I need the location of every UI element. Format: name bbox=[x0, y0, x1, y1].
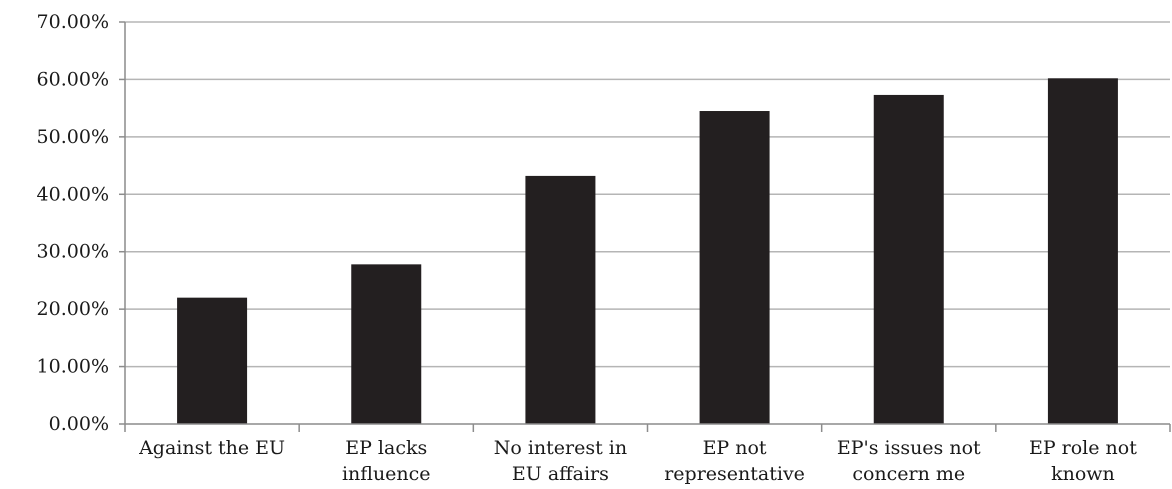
x-tick-label-line: EP not bbox=[703, 437, 767, 459]
y-tick-label: 60.00% bbox=[37, 68, 109, 90]
y-tick-label: 0.00% bbox=[49, 413, 109, 435]
y-tick-label: 50.00% bbox=[37, 126, 109, 148]
x-tick-label-line: concern me bbox=[852, 463, 965, 485]
x-tick-label: No interest in EU affairs bbox=[494, 437, 627, 485]
x-tick-label-line: EP role not bbox=[1029, 437, 1137, 459]
y-tick-label: 10.00% bbox=[37, 356, 109, 378]
bar bbox=[525, 175, 596, 424]
x-tick-label-line: EP lacks bbox=[345, 437, 427, 459]
x-tick-label-line: Against the EU bbox=[138, 437, 285, 459]
y-tick-label: 30.00% bbox=[37, 241, 109, 263]
x-tick-label: EP not representative bbox=[664, 437, 805, 485]
bar bbox=[1047, 78, 1118, 424]
y-tick-label: 20.00% bbox=[37, 298, 109, 320]
x-tick-label: EP role not known bbox=[1029, 437, 1137, 485]
x-tick-label: EP's issues not concern me bbox=[837, 437, 981, 485]
x-tick-label-line: No interest in bbox=[494, 437, 627, 459]
x-tick-label-line: EU affairs bbox=[512, 463, 609, 485]
bar bbox=[699, 111, 770, 424]
x-tick-label-line: representative bbox=[664, 463, 805, 485]
x-tick-label: Against the EU bbox=[138, 437, 285, 459]
x-tick-label-line: known bbox=[1051, 463, 1115, 485]
x-tick-label-line: influence bbox=[342, 463, 431, 485]
x-tick-label-line: EP's issues not bbox=[837, 437, 981, 459]
y-tick-label: 70.00% bbox=[37, 11, 109, 33]
y-tick-label: 40.00% bbox=[37, 183, 109, 205]
bar bbox=[873, 94, 944, 424]
bar bbox=[177, 297, 248, 424]
bar bbox=[351, 264, 422, 424]
x-tick-label: EP lacks influence bbox=[342, 437, 431, 485]
